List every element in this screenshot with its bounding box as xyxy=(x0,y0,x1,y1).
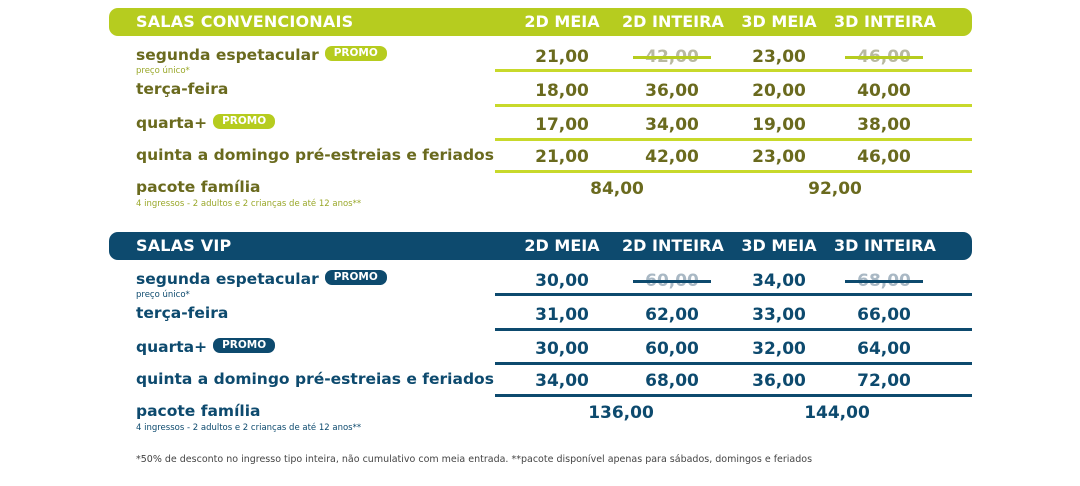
table-row: segunda espetacular PROMO preço único* 21… xyxy=(109,40,972,76)
col-header-3d-meia: 3D MEIA xyxy=(741,12,817,31)
table-row: quarta+ PROMO 17,00 34,00 19,00 38,00 xyxy=(109,108,972,142)
price-2d-inteira: 34,00 xyxy=(645,115,699,135)
section-title: SALAS VIP xyxy=(136,236,232,255)
price-3d-meia: 20,00 xyxy=(752,81,806,101)
row-label: quinta a domingo pré-estreias e feriados xyxy=(136,370,494,388)
price-3d-inteira: 64,00 xyxy=(857,339,911,359)
row-label: quinta a domingo pré-estreias e feriados xyxy=(136,146,494,164)
row-divider xyxy=(495,362,972,365)
row-label: quarta+ PROMO xyxy=(136,338,276,356)
col-header-2d-meia: 2D MEIA xyxy=(524,12,600,31)
row-sublabel: preço único* xyxy=(136,66,190,76)
row-label: pacote família xyxy=(136,402,261,420)
price-3d-inteira-struck: 68,00 xyxy=(845,271,923,291)
price-2d-meia: 21,00 xyxy=(535,147,589,167)
table-row: terça-feira 31,00 62,00 33,00 66,00 xyxy=(109,298,972,332)
col-header-3d-inteira: 3D INTEIRA xyxy=(834,236,936,255)
row-divider xyxy=(495,170,972,173)
table-row: pacote família 4 ingressos - 2 adultos e… xyxy=(109,172,972,209)
section-title: SALAS CONVENCIONAIS xyxy=(136,12,354,31)
price-3d-inteira: 66,00 xyxy=(857,305,911,325)
price-2d-pacote: 84,00 xyxy=(590,179,644,199)
row-label: terça-feira xyxy=(136,304,229,322)
table-row: segunda espetacular PROMO preço único* 30… xyxy=(109,264,972,300)
col-header-3d-inteira: 3D INTEIRA xyxy=(834,12,936,31)
price-2d-inteira: 62,00 xyxy=(645,305,699,325)
price-2d-meia: 34,00 xyxy=(535,371,589,391)
price-3d-meia: 32,00 xyxy=(752,339,806,359)
row-divider xyxy=(495,394,972,397)
price-2d-meia: 31,00 xyxy=(535,305,589,325)
row-sublabel: preço único* xyxy=(136,290,190,300)
price-3d-meia: 34,00 xyxy=(752,271,806,291)
price-2d-meia: 30,00 xyxy=(535,271,589,291)
row-divider xyxy=(495,328,972,331)
price-3d-inteira: 38,00 xyxy=(857,115,911,135)
price-2d-inteira-struck: 42,00 xyxy=(633,47,711,67)
promo-badge: PROMO xyxy=(213,338,276,353)
price-2d-meia: 30,00 xyxy=(535,339,589,359)
price-3d-meia: 23,00 xyxy=(752,47,806,67)
price-table-convencionais: SALAS CONVENCIONAIS 2D MEIA 2D INTEIRA 3… xyxy=(109,8,972,218)
price-3d-meia: 33,00 xyxy=(752,305,806,325)
row-divider xyxy=(495,69,972,72)
table-row: pacote família 4 ingressos - 2 adultos e… xyxy=(109,396,972,433)
table-row: quarta+ PROMO 30,00 60,00 32,00 64,00 xyxy=(109,332,972,366)
price-3d-inteira-struck: 46,00 xyxy=(845,47,923,67)
table-row: quinta a domingo pré-estreias e feriados… xyxy=(109,364,972,398)
col-header-2d-inteira: 2D INTEIRA xyxy=(622,12,724,31)
price-3d-meia: 36,00 xyxy=(752,371,806,391)
col-header-2d-meia: 2D MEIA xyxy=(524,236,600,255)
price-2d-inteira: 36,00 xyxy=(645,81,699,101)
price-2d-meia: 17,00 xyxy=(535,115,589,135)
price-3d-inteira: 40,00 xyxy=(857,81,911,101)
row-label: quarta+ PROMO xyxy=(136,114,276,132)
col-header-3d-meia: 3D MEIA xyxy=(741,236,817,255)
price-3d-inteira: 72,00 xyxy=(857,371,911,391)
row-divider xyxy=(495,138,972,141)
row-sublabel: 4 ingressos - 2 adultos e 2 crianças de … xyxy=(136,199,362,209)
price-3d-meia: 19,00 xyxy=(752,115,806,135)
price-2d-inteira: 42,00 xyxy=(645,147,699,167)
row-divider xyxy=(495,104,972,107)
table-header-vip: SALAS VIP 2D MEIA 2D INTEIRA 3D MEIA 3D … xyxy=(109,232,972,260)
table-row: quinta a domingo pré-estreias e feriados… xyxy=(109,140,972,174)
price-2d-meia: 18,00 xyxy=(535,81,589,101)
row-label: segunda espetacular PROMO xyxy=(136,270,387,288)
price-3d-pacote: 144,00 xyxy=(804,403,870,423)
price-3d-meia: 23,00 xyxy=(752,147,806,167)
table-header-convencionais: SALAS CONVENCIONAIS 2D MEIA 2D INTEIRA 3… xyxy=(109,8,972,36)
price-2d-pacote: 136,00 xyxy=(588,403,654,423)
price-3d-inteira: 46,00 xyxy=(857,147,911,167)
price-3d-pacote: 92,00 xyxy=(808,179,862,199)
row-label: terça-feira xyxy=(136,80,229,98)
col-header-2d-inteira: 2D INTEIRA xyxy=(622,236,724,255)
promo-badge: PROMO xyxy=(213,114,276,129)
price-table-vip: SALAS VIP 2D MEIA 2D INTEIRA 3D MEIA 3D … xyxy=(109,232,972,442)
promo-badge: PROMO xyxy=(324,46,387,61)
price-2d-inteira-struck: 60,00 xyxy=(633,271,711,291)
row-label: pacote família xyxy=(136,178,261,196)
table-row: terça-feira 18,00 36,00 20,00 40,00 xyxy=(109,74,972,108)
price-2d-inteira: 60,00 xyxy=(645,339,699,359)
row-divider xyxy=(495,293,972,296)
promo-badge: PROMO xyxy=(324,270,387,285)
row-sublabel: 4 ingressos - 2 adultos e 2 crianças de … xyxy=(136,423,362,433)
row-label: segunda espetacular PROMO xyxy=(136,46,387,64)
price-2d-inteira: 68,00 xyxy=(645,371,699,391)
price-2d-meia: 21,00 xyxy=(535,47,589,67)
footnote: *50% de desconto no ingresso tipo inteir… xyxy=(136,454,813,465)
